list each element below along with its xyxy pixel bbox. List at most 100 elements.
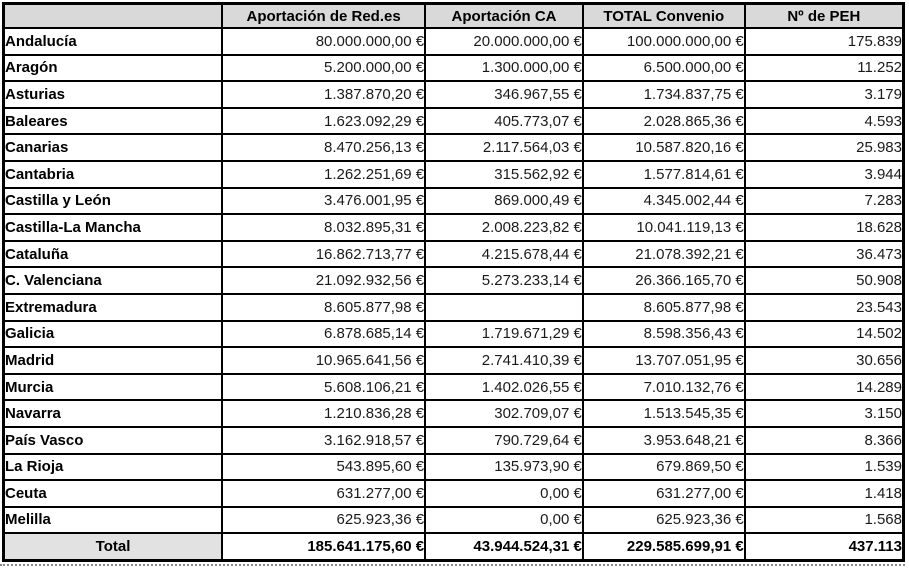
peh-value-cell[interactable]: 7.283 (743, 186, 905, 216)
ca-value-cell[interactable]: 20.000.000,00 € (424, 27, 584, 56)
region-name-cell[interactable]: Castilla y León (2, 186, 224, 216)
convenio-value-cell[interactable]: 100.000.000,00 € (581, 27, 746, 56)
ca-value-cell[interactable]: 5.273.233,14 € (424, 266, 584, 295)
region-name-cell[interactable]: Murcia (2, 372, 224, 402)
redes-value-cell[interactable]: 1.623.092,29 € (221, 106, 427, 136)
convenio-value-cell[interactable]: 6.500.000,00 € (581, 53, 746, 83)
convenio-value-cell[interactable]: 631.277,00 € (581, 479, 746, 508)
redes-value-cell[interactable]: 3.476.001,95 € (221, 186, 427, 216)
header-aportacion-redes[interactable]: Aportación de Red.es (221, 2, 427, 29)
peh-value-cell[interactable]: 3.179 (743, 80, 905, 109)
redes-value-cell[interactable]: 543.895,60 € (221, 452, 427, 482)
ca-value-cell[interactable]: 0,00 € (424, 479, 584, 508)
peh-value-cell[interactable]: 18.628 (743, 213, 905, 242)
peh-value-cell[interactable]: 1.539 (743, 452, 905, 482)
redes-value-cell[interactable]: 625.923,36 € (221, 505, 427, 535)
ca-value-cell[interactable]: 2.741.410,39 € (424, 346, 584, 375)
redes-value-cell[interactable]: 80.000.000,00 € (221, 27, 427, 56)
convenio-value-cell[interactable]: 1.734.837,75 € (581, 80, 746, 109)
ca-value-cell[interactable]: 790.729,64 € (424, 425, 584, 455)
peh-value-cell[interactable]: 14.502 (743, 319, 905, 349)
convenio-value-cell[interactable]: 8.598.356,43 € (581, 319, 746, 349)
header-num-peh[interactable]: Nº de PEH (743, 2, 905, 29)
region-name-cell[interactable]: La Rioja (2, 452, 224, 482)
ca-value-cell[interactable]: 2.008.223,82 € (424, 213, 584, 242)
convenio-value-cell[interactable]: 1.513.545,35 € (581, 399, 746, 428)
ca-value-cell[interactable]: 315.562,92 € (424, 159, 584, 189)
redes-value-cell[interactable]: 8.032.895,31 € (221, 213, 427, 242)
peh-value-cell[interactable]: 4.593 (743, 106, 905, 136)
total-peh-cell[interactable]: 437.113 (743, 532, 905, 562)
convenio-value-cell[interactable]: 13.707.051,95 € (581, 346, 746, 375)
ca-value-cell[interactable]: 135.973,90 € (424, 452, 584, 482)
region-name-cell[interactable]: Navarra (2, 399, 224, 428)
ca-value-cell[interactable]: 2.117.564,03 € (424, 133, 584, 162)
peh-value-cell[interactable]: 25.983 (743, 133, 905, 162)
ca-value-cell[interactable]: 1.300.000,00 € (424, 53, 584, 83)
convenio-value-cell[interactable]: 26.366.165,70 € (581, 266, 746, 295)
peh-value-cell[interactable]: 8.366 (743, 425, 905, 455)
redes-value-cell[interactable]: 6.878.685,14 € (221, 319, 427, 349)
convenio-value-cell[interactable]: 625.923,36 € (581, 505, 746, 535)
region-name-cell[interactable]: Madrid (2, 346, 224, 375)
redes-value-cell[interactable]: 5.200.000,00 € (221, 53, 427, 83)
redes-value-cell[interactable]: 8.605.877,98 € (221, 292, 427, 322)
redes-value-cell[interactable]: 5.608.106,21 € (221, 372, 427, 402)
redes-value-cell[interactable]: 1.262.251,69 € (221, 159, 427, 189)
peh-value-cell[interactable]: 30.656 (743, 346, 905, 375)
region-name-cell[interactable]: Melilla (2, 505, 224, 535)
header-aportacion-ca[interactable]: Aportación CA (424, 2, 584, 29)
redes-value-cell[interactable]: 21.092.932,56 € (221, 266, 427, 295)
redes-value-cell[interactable]: 3.162.918,57 € (221, 425, 427, 455)
peh-value-cell[interactable]: 1.568 (743, 505, 905, 535)
peh-value-cell[interactable]: 50.908 (743, 266, 905, 295)
peh-value-cell[interactable]: 3.150 (743, 399, 905, 428)
redes-value-cell[interactable]: 10.965.641,56 € (221, 346, 427, 375)
region-name-cell[interactable]: Extremadura (2, 292, 224, 322)
ca-value-cell[interactable]: 302.709,07 € (424, 399, 584, 428)
peh-value-cell[interactable]: 14.289 (743, 372, 905, 402)
ca-value-cell[interactable]: 1.402.026,55 € (424, 372, 584, 402)
redes-value-cell[interactable]: 16.862.713,77 € (221, 239, 427, 269)
region-name-cell[interactable]: Andalucía (2, 27, 224, 56)
region-name-cell[interactable]: Castilla-La Mancha (2, 213, 224, 242)
region-name-cell[interactable]: Cantabria (2, 159, 224, 189)
convenio-value-cell[interactable]: 10.041.119,13 € (581, 213, 746, 242)
region-name-cell[interactable]: Canarias (2, 133, 224, 162)
region-name-cell[interactable]: Asturias (2, 80, 224, 109)
total-ca-cell[interactable]: 43.944.524,31 € (424, 532, 584, 562)
region-name-cell[interactable]: Ceuta (2, 479, 224, 508)
convenio-value-cell[interactable]: 21.078.392,21 € (581, 239, 746, 269)
ca-value-cell[interactable]: 869.000,49 € (424, 186, 584, 216)
convenio-value-cell[interactable]: 3.953.648,21 € (581, 425, 746, 455)
redes-value-cell[interactable]: 1.387.870,20 € (221, 80, 427, 109)
convenio-value-cell[interactable]: 10.587.820,16 € (581, 133, 746, 162)
peh-value-cell[interactable]: 1.418 (743, 479, 905, 508)
convenio-value-cell[interactable]: 8.605.877,98 € (581, 292, 746, 322)
ca-value-cell[interactable]: 4.215.678,44 € (424, 239, 584, 269)
convenio-value-cell[interactable]: 2.028.865,36 € (581, 106, 746, 136)
peh-value-cell[interactable]: 36.473 (743, 239, 905, 269)
convenio-value-cell[interactable]: 679.869,50 € (581, 452, 746, 482)
ca-value-cell[interactable]: 0,00 € (424, 505, 584, 535)
redes-value-cell[interactable]: 8.470.256,13 € (221, 133, 427, 162)
ca-value-cell[interactable]: 1.719.671,29 € (424, 319, 584, 349)
convenio-value-cell[interactable]: 1.577.814,61 € (581, 159, 746, 189)
region-name-cell[interactable]: C. Valenciana (2, 266, 224, 295)
region-name-cell[interactable]: Baleares (2, 106, 224, 136)
redes-value-cell[interactable]: 631.277,00 € (221, 479, 427, 508)
region-name-cell[interactable]: Cataluña (2, 239, 224, 269)
total-label-cell[interactable]: Total (2, 532, 224, 562)
region-name-cell[interactable]: País Vasco (2, 425, 224, 455)
corner-header-cell[interactable] (2, 2, 224, 29)
total-redes-cell[interactable]: 185.641.175,60 € (221, 532, 427, 562)
total-convenio-cell[interactable]: 229.585.699,91 € (581, 532, 746, 562)
peh-value-cell[interactable]: 23.543 (743, 292, 905, 322)
peh-value-cell[interactable]: 3.944 (743, 159, 905, 189)
convenio-value-cell[interactable]: 7.010.132,76 € (581, 372, 746, 402)
peh-value-cell[interactable]: 175.839 (743, 27, 905, 56)
header-total-convenio[interactable]: TOTAL Convenio (581, 2, 746, 29)
ca-value-cell[interactable]: 346.967,55 € (424, 80, 584, 109)
ca-value-cell[interactable]: 405.773,07 € (424, 106, 584, 136)
peh-value-cell[interactable]: 11.252 (743, 53, 905, 83)
